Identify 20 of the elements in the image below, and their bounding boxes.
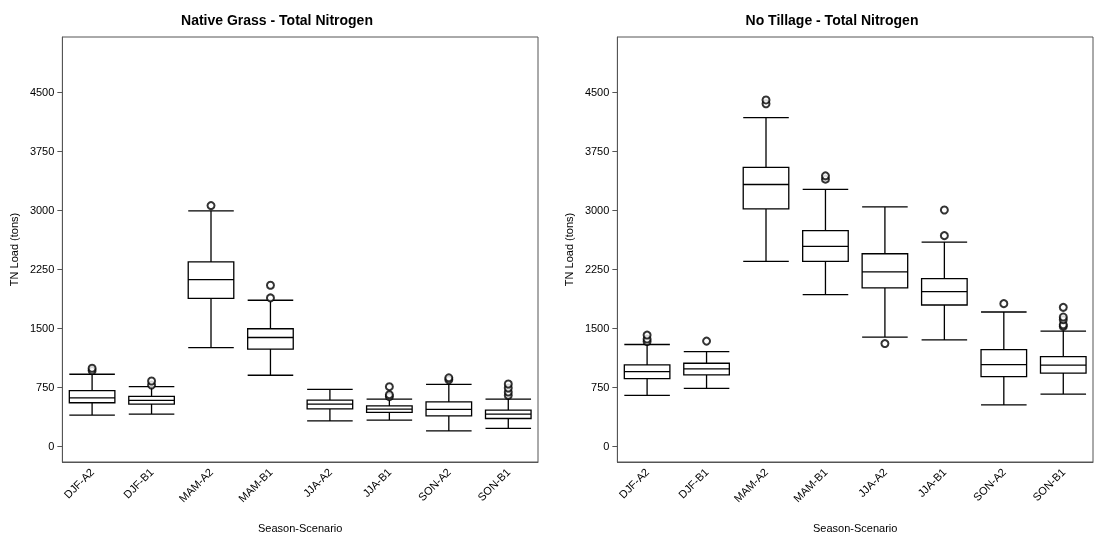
y-tick-label: 2250 (29, 263, 55, 276)
x-axis-title: Season-Scenario (257, 521, 343, 534)
y-tick-label: 3000 (584, 204, 610, 217)
y-tick-label: 0 (603, 440, 610, 453)
y-tick-label: 2250 (584, 263, 610, 276)
y-tick-label: 0 (48, 440, 55, 453)
y-tick-label: 750 (591, 381, 610, 394)
y-tick-label: 3750 (29, 145, 55, 158)
y-tick-label: 1500 (29, 322, 55, 335)
y-axis-title: TN Load (tons) (7, 212, 20, 287)
y-tick-label: 750 (36, 381, 55, 394)
chart-title: No Tillage - Total Nitrogen (745, 12, 919, 28)
chart-title: Native Grass - Total Nitrogen (181, 12, 373, 28)
y-axis-title: TN Load (tons) (562, 212, 575, 287)
y-tick-label: 1500 (584, 322, 610, 335)
x-axis-title: Season-Scenario (812, 521, 898, 534)
y-tick-label: 4500 (29, 86, 55, 99)
y-tick-label: 4500 (584, 86, 610, 99)
y-tick-label: 3750 (584, 145, 610, 158)
y-tick-label: 3000 (29, 204, 55, 217)
